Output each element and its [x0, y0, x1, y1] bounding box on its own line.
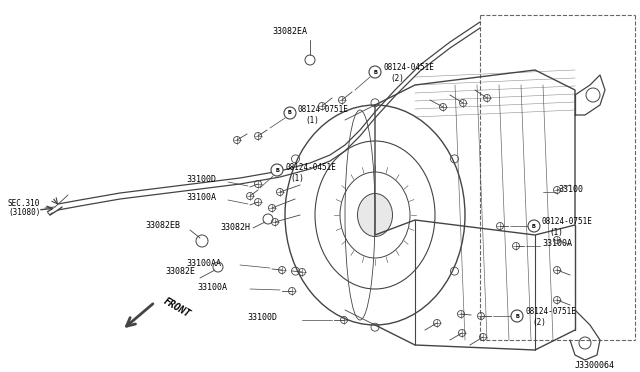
- Circle shape: [271, 164, 283, 176]
- Text: B: B: [373, 70, 377, 74]
- Text: (1): (1): [549, 228, 563, 237]
- Text: 08124-0451E: 08124-0451E: [383, 64, 434, 73]
- Text: FRONT: FRONT: [162, 296, 193, 320]
- Text: (2): (2): [390, 74, 404, 83]
- Text: 08124-0751E: 08124-0751E: [298, 106, 349, 115]
- Text: 33082EA: 33082EA: [272, 28, 307, 36]
- Text: (2): (2): [532, 317, 546, 327]
- Text: 33100A: 33100A: [197, 282, 227, 292]
- Text: 33082H: 33082H: [220, 222, 250, 231]
- Circle shape: [369, 66, 381, 78]
- Text: (1): (1): [305, 115, 319, 125]
- Text: 33100: 33100: [558, 186, 583, 195]
- Text: 33100D: 33100D: [186, 176, 216, 185]
- Text: 08124-0751E: 08124-0751E: [542, 218, 593, 227]
- Text: 33100A: 33100A: [542, 240, 572, 248]
- Ellipse shape: [358, 193, 392, 237]
- Text: 33100D: 33100D: [247, 314, 277, 323]
- Circle shape: [284, 107, 296, 119]
- Text: 33100AA: 33100AA: [186, 259, 221, 267]
- Text: 33100A: 33100A: [186, 192, 216, 202]
- Circle shape: [511, 310, 523, 322]
- Text: 33082EB: 33082EB: [145, 221, 180, 231]
- Text: 08124-0751E: 08124-0751E: [525, 308, 576, 317]
- Text: (1): (1): [290, 173, 304, 183]
- Text: B: B: [275, 167, 279, 173]
- Text: SEC.310: SEC.310: [8, 199, 40, 208]
- Text: 33082E: 33082E: [165, 267, 195, 276]
- Text: 08124-0451E: 08124-0451E: [285, 164, 336, 173]
- Circle shape: [528, 220, 540, 232]
- Text: B: B: [288, 110, 292, 115]
- Text: B: B: [515, 314, 519, 318]
- Text: J3300064: J3300064: [575, 362, 615, 371]
- Text: (31080): (31080): [8, 208, 40, 218]
- Text: B: B: [532, 224, 536, 228]
